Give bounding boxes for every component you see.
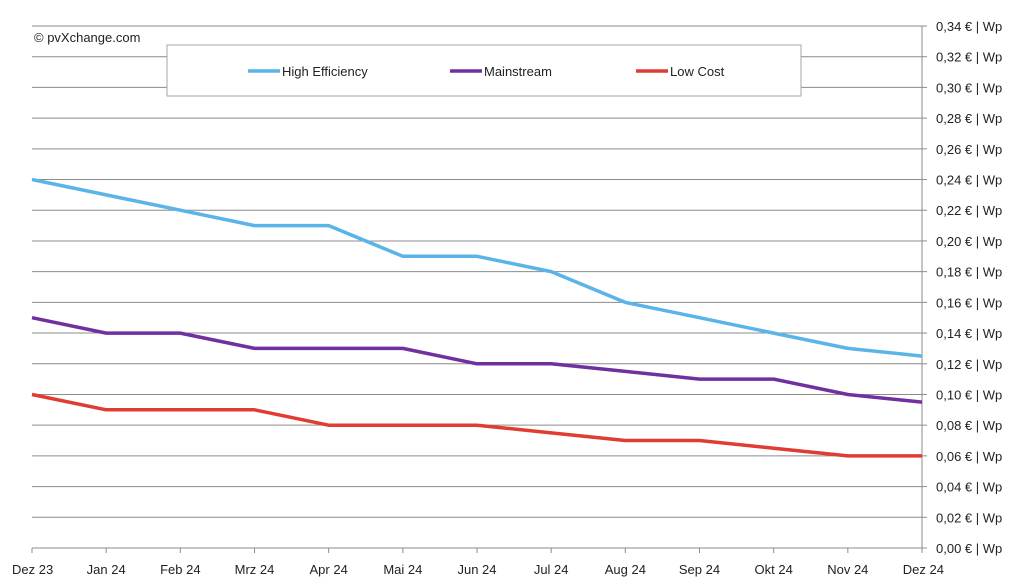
y-tick-label: 0,04 € | Wp [936,480,1002,495]
y-tick-label: 0,30 € | Wp [936,80,1002,95]
y-tick-label: 0,34 € | Wp [936,19,1002,34]
copyright-text: © pvXchange.com [34,30,140,45]
x-axis-ticks: Dez 23 Jan 24 Feb 24 Mrz 24 Apr 24 Mai 24 Jun … [12,548,944,577]
y-axis-ticks: 0,00 € | Wp 0,02 € | Wp 0,04 € | Wp 0,06 € … [936,19,1002,556]
y-tick-label: 0,28 € | Wp [936,111,1002,126]
x-tick-label: Jun 24 [457,562,496,577]
series-lines [31,177,923,458]
x-tick-label: Feb 24 [160,562,200,577]
y-tick-label: 0,10 € | Wp [936,387,1002,402]
y-tick-label: 0,22 € | Wp [936,203,1002,218]
x-tick-label: Okt 24 [755,562,793,577]
y-tick-label: 0,20 € | Wp [936,234,1002,249]
series-line-high-efficiency [31,177,923,358]
y-tick-label: 0,16 € | Wp [936,295,1002,310]
y-tick-label: 0,12 € | Wp [936,357,1002,372]
x-tick-label: Dez 24 [903,562,944,577]
x-tick-label: Jan 24 [87,562,126,577]
series-line-low-cost [31,392,922,458]
y-tick-label: 0,00 € | Wp [936,541,1002,556]
y-tick-label: 0,02 € | Wp [936,510,1002,525]
y-tick-label: 0,18 € | Wp [936,265,1002,280]
series-line-mainstream [31,315,923,404]
x-tick-label: Jul 24 [534,562,569,577]
x-tick-label: Nov 24 [827,562,868,577]
y-tick-label: 0,32 € | Wp [936,50,1002,65]
legend-label: Low Cost [670,64,725,79]
x-tick-label: Apr 24 [310,562,348,577]
x-tick-label: Mai 24 [383,562,422,577]
x-tick-label: Mrz 24 [235,562,275,577]
y-tick-label: 0,24 € | Wp [936,173,1002,188]
x-tick-label: Sep 24 [679,562,720,577]
y-tick-label: 0,14 € | Wp [936,326,1002,341]
legend-label: High Efficiency [282,64,368,79]
legend: High Efficiency Mainstream Low Cost [166,44,802,97]
y-tick-label: 0,26 € | Wp [936,142,1002,157]
y-tick-label: 0,08 € | Wp [936,418,1002,433]
y-tick-label: 0,06 € | Wp [936,449,1002,464]
gridlines [32,25,927,549]
x-tick-label: Aug 24 [605,562,646,577]
x-tick-label: Dez 23 [12,562,53,577]
legend-label: Mainstream [484,64,552,79]
